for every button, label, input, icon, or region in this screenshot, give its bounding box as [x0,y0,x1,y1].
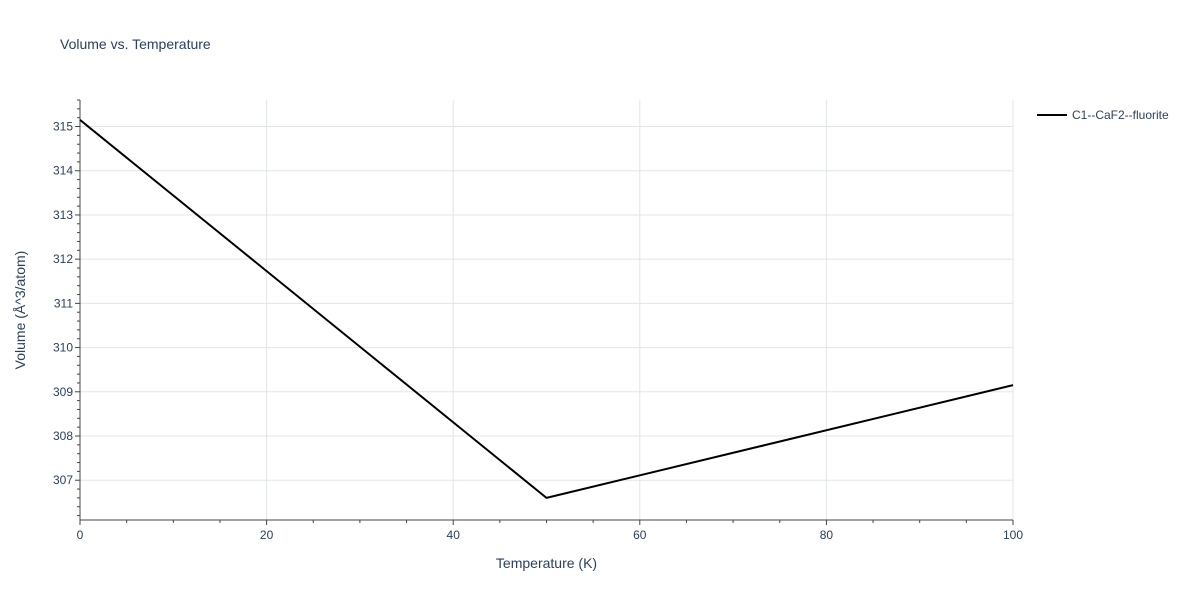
series-layer [79,119,1014,499]
x-tick-label: 60 [633,528,647,542]
ticks-layer: 0 20 40 60 80 100 307 308 309 310 311 312 313 314 315 [53,99,1023,542]
y-tick-label: 313 [53,208,73,222]
series-line[interactable] [79,119,1014,499]
x-tick-label: 0 [77,528,84,542]
y-tick-label: 309 [53,385,73,399]
y-tick-label: 312 [53,252,73,266]
y-tick-label: 310 [53,341,73,355]
x-tick-label: 100 [1003,528,1023,542]
legend[interactable]: C1--CaF2--fluorite [1037,108,1169,122]
y-tick-label: 315 [53,120,73,134]
y-tick-label: 311 [54,296,73,310]
x-tick-label: 20 [260,528,274,542]
chart-title: Volume vs. Temperature [60,36,211,52]
x-tick-label: 80 [820,528,834,542]
y-axis-title: Volume (Å^3/atom) [12,251,28,370]
x-axis-title: Temperature (K) [496,555,597,571]
grid-layer [80,100,1014,520]
legend-label: C1--CaF2--fluorite [1072,108,1169,122]
y-tick-label: 308 [53,429,73,443]
y-tick-label: 307 [53,473,73,487]
x-tick-label: 40 [447,528,461,542]
y-tick-label: 314 [53,164,73,178]
axes-layer [79,100,1013,521]
